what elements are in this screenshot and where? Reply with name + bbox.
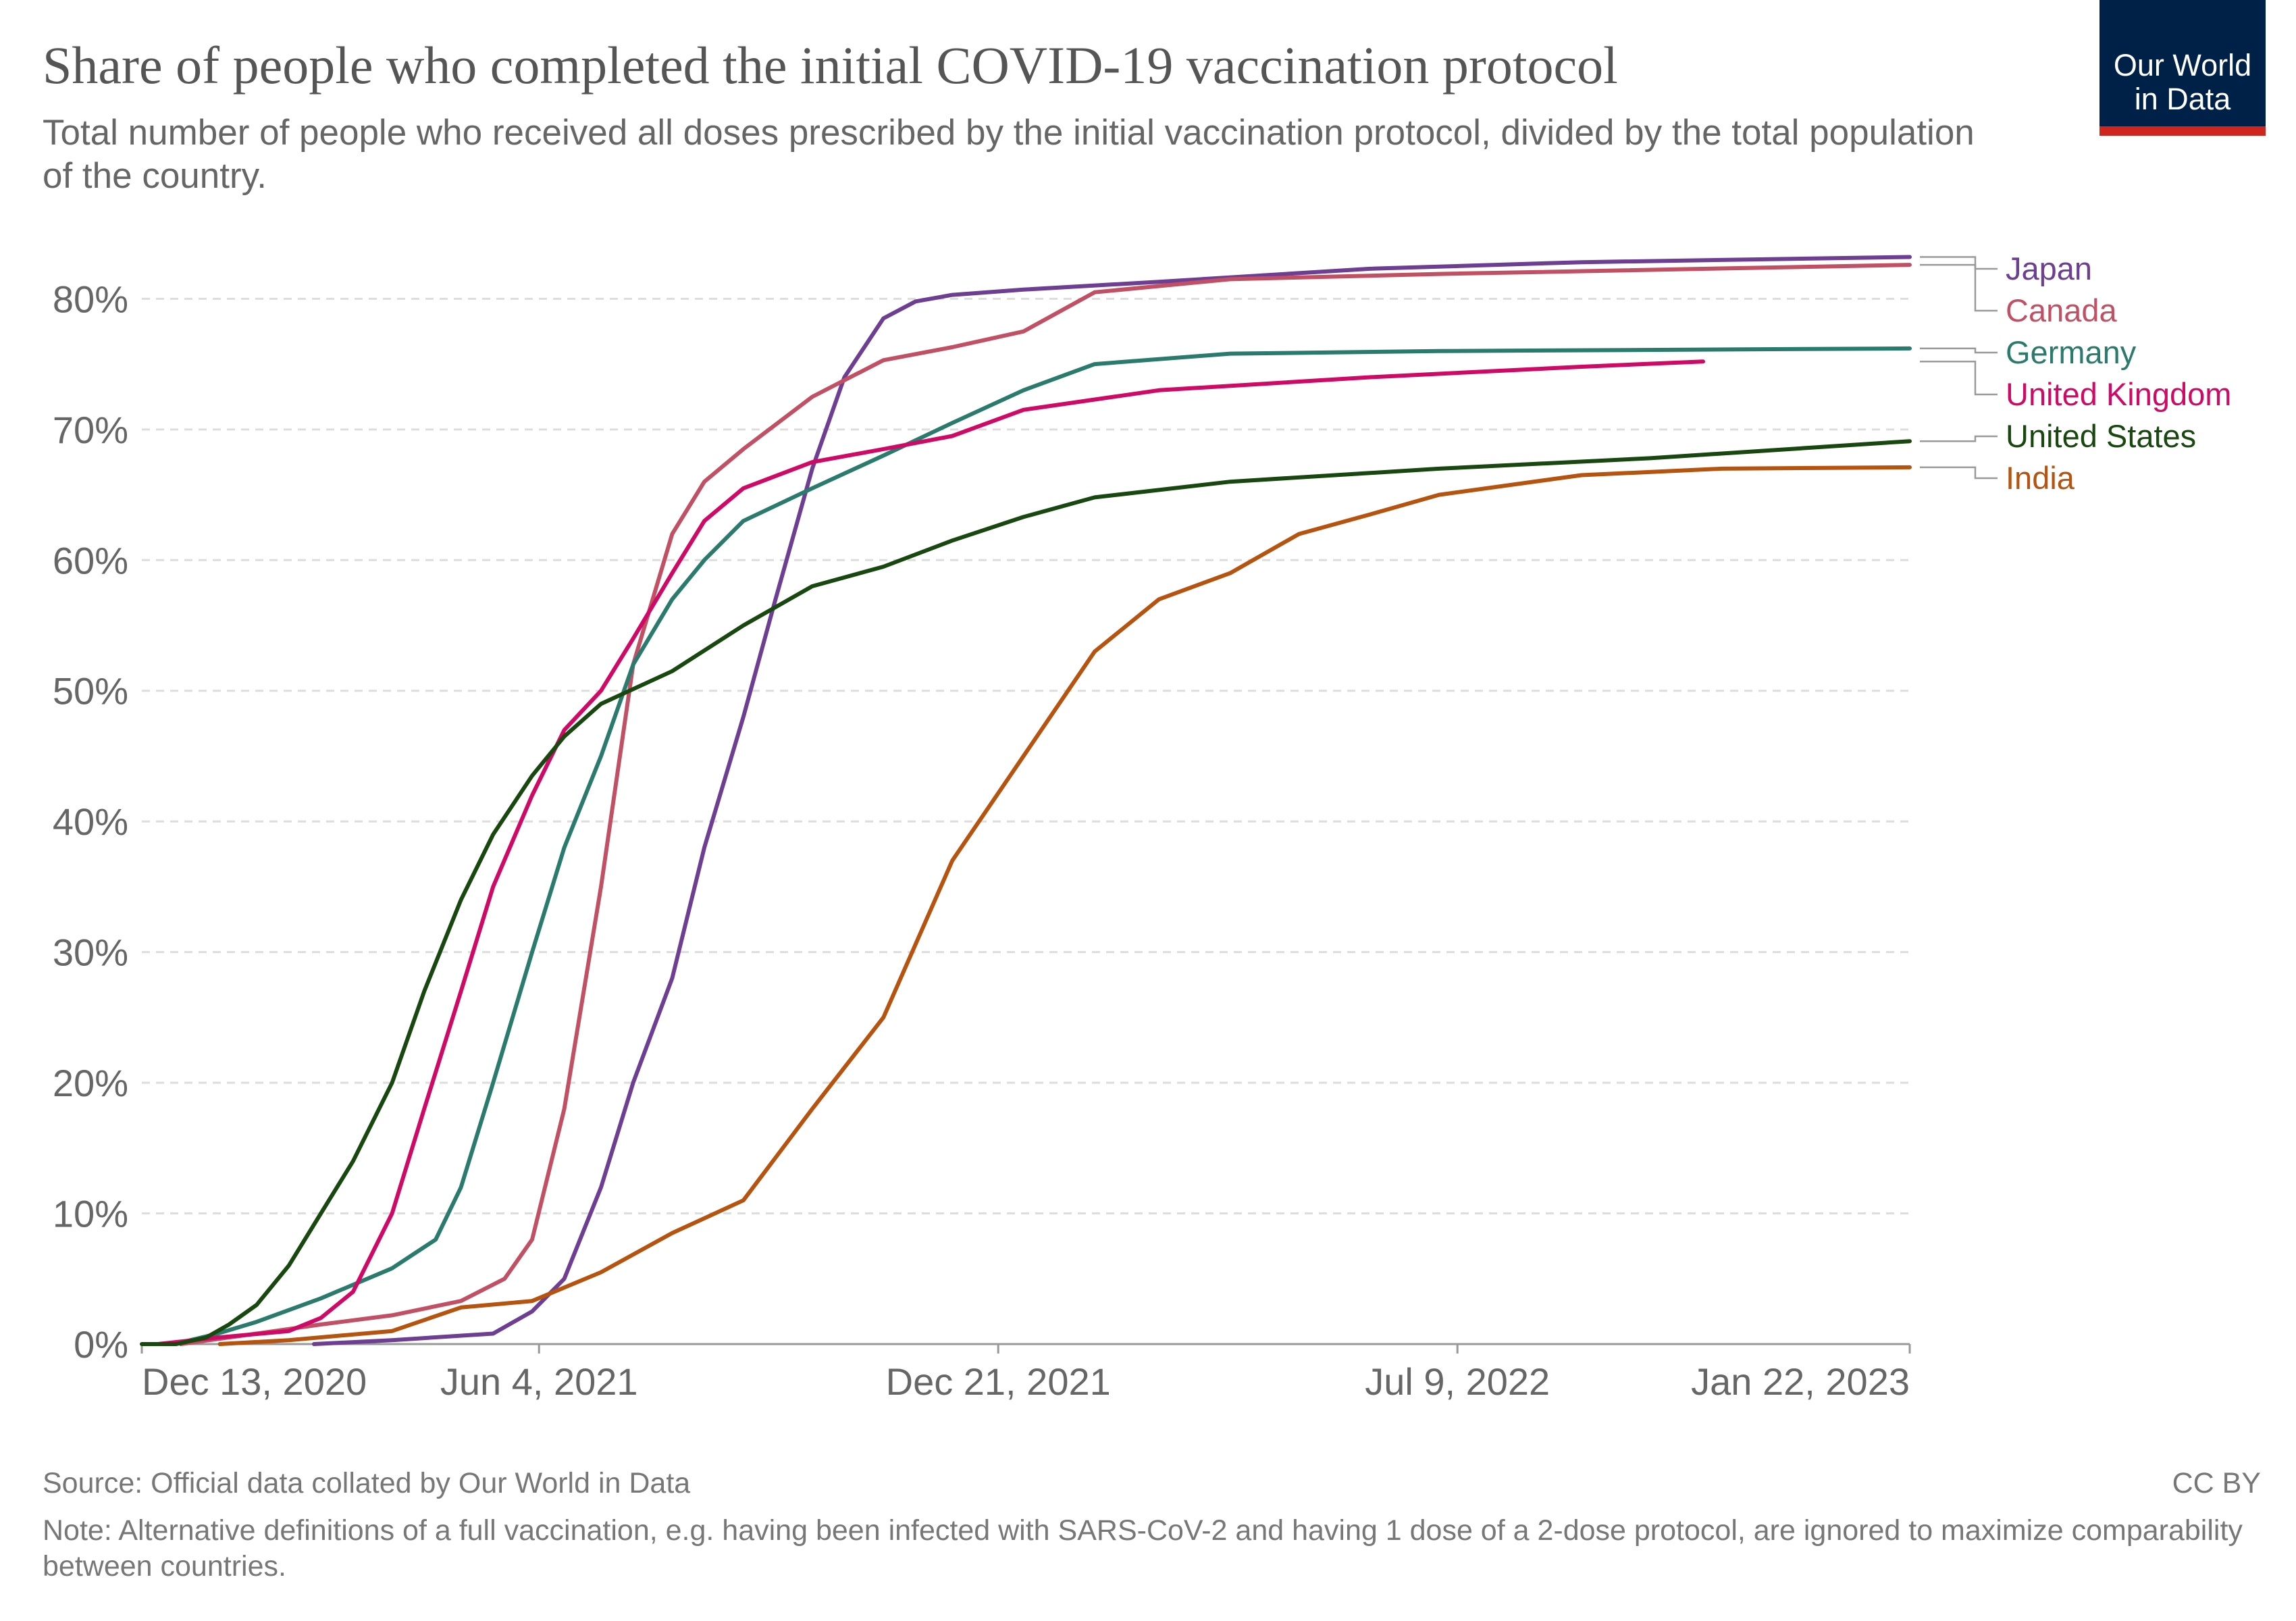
y-axis-ticks: 0% 10% 20% 30% 40% 50% 60% 70% 80% bbox=[53, 278, 128, 1366]
y-tick-label: 50% bbox=[53, 670, 128, 713]
series-lines bbox=[140, 255, 1912, 1346]
series-line-united-kingdom[interactable] bbox=[155, 359, 1705, 1346]
series-line-japan[interactable] bbox=[312, 255, 1912, 1346]
legend-label-canada[interactable]: Canada bbox=[2006, 292, 2117, 328]
legend-connector bbox=[1920, 360, 1998, 396]
y-tick-label: 20% bbox=[53, 1062, 128, 1104]
legend-label-united-states[interactable]: United States bbox=[2006, 418, 2196, 454]
y-tick-label: 40% bbox=[53, 800, 128, 843]
x-tick-label: Jun 4, 2021 bbox=[440, 1360, 638, 1403]
x-tick-label: Dec 13, 2020 bbox=[142, 1360, 367, 1403]
series-line-germany[interactable] bbox=[172, 346, 1912, 1346]
x-tick-label: Dec 21, 2021 bbox=[886, 1360, 1111, 1403]
gridlines bbox=[142, 297, 1910, 1215]
legend-connector bbox=[1920, 263, 1998, 312]
x-tick-label: Jan 22, 2023 bbox=[1691, 1360, 1910, 1403]
logo-line-1: Our World bbox=[2113, 48, 2252, 82]
legend-connector bbox=[1920, 466, 1998, 480]
y-tick-label: 70% bbox=[53, 409, 128, 451]
y-tick-label: 60% bbox=[53, 539, 128, 582]
series-line-united-states[interactable] bbox=[140, 439, 1912, 1346]
source-text: Source: Official data collated by Our Wo… bbox=[43, 1467, 691, 1499]
legend-connector bbox=[1920, 256, 1998, 270]
chart-title: Share of people who completed the initia… bbox=[43, 36, 1618, 95]
legend-connector bbox=[1920, 435, 1998, 442]
legend-label-germany[interactable]: Germany bbox=[2006, 334, 2137, 370]
y-tick-label: 30% bbox=[53, 931, 128, 974]
y-tick-label: 10% bbox=[53, 1193, 128, 1235]
legend: Japan Canada Germany United Kingdom United S… bbox=[1920, 251, 2231, 496]
series-line-india[interactable] bbox=[217, 465, 1912, 1346]
x-tick-label: Jul 9, 2022 bbox=[1365, 1360, 1550, 1403]
license-link[interactable]: CC BY bbox=[2172, 1467, 2261, 1499]
note-text: Note: Alternative definitions of a full … bbox=[43, 1514, 2243, 1583]
series-line-canada[interactable] bbox=[178, 263, 1912, 1346]
chart-subtitle: Total number of people who received all … bbox=[43, 113, 1975, 196]
y-tick-label: 0% bbox=[74, 1323, 128, 1366]
legend-connector bbox=[1920, 347, 1998, 354]
legend-label-united-kingdom[interactable]: United Kingdom bbox=[2006, 376, 2231, 412]
owid-logo[interactable]: Our World in Data bbox=[2099, 0, 2266, 136]
x-axis: Dec 13, 2020 Jun 4, 2021 Dec 21, 2021 Jul 9… bbox=[140, 1343, 1911, 1403]
legend-label-india[interactable]: India bbox=[2006, 460, 2075, 496]
y-tick-label: 80% bbox=[53, 278, 128, 320]
legend-label-japan[interactable]: Japan bbox=[2006, 251, 2092, 286]
logo-accent-bar bbox=[2099, 126, 2266, 136]
logo-line-2: in Data bbox=[2134, 82, 2231, 116]
